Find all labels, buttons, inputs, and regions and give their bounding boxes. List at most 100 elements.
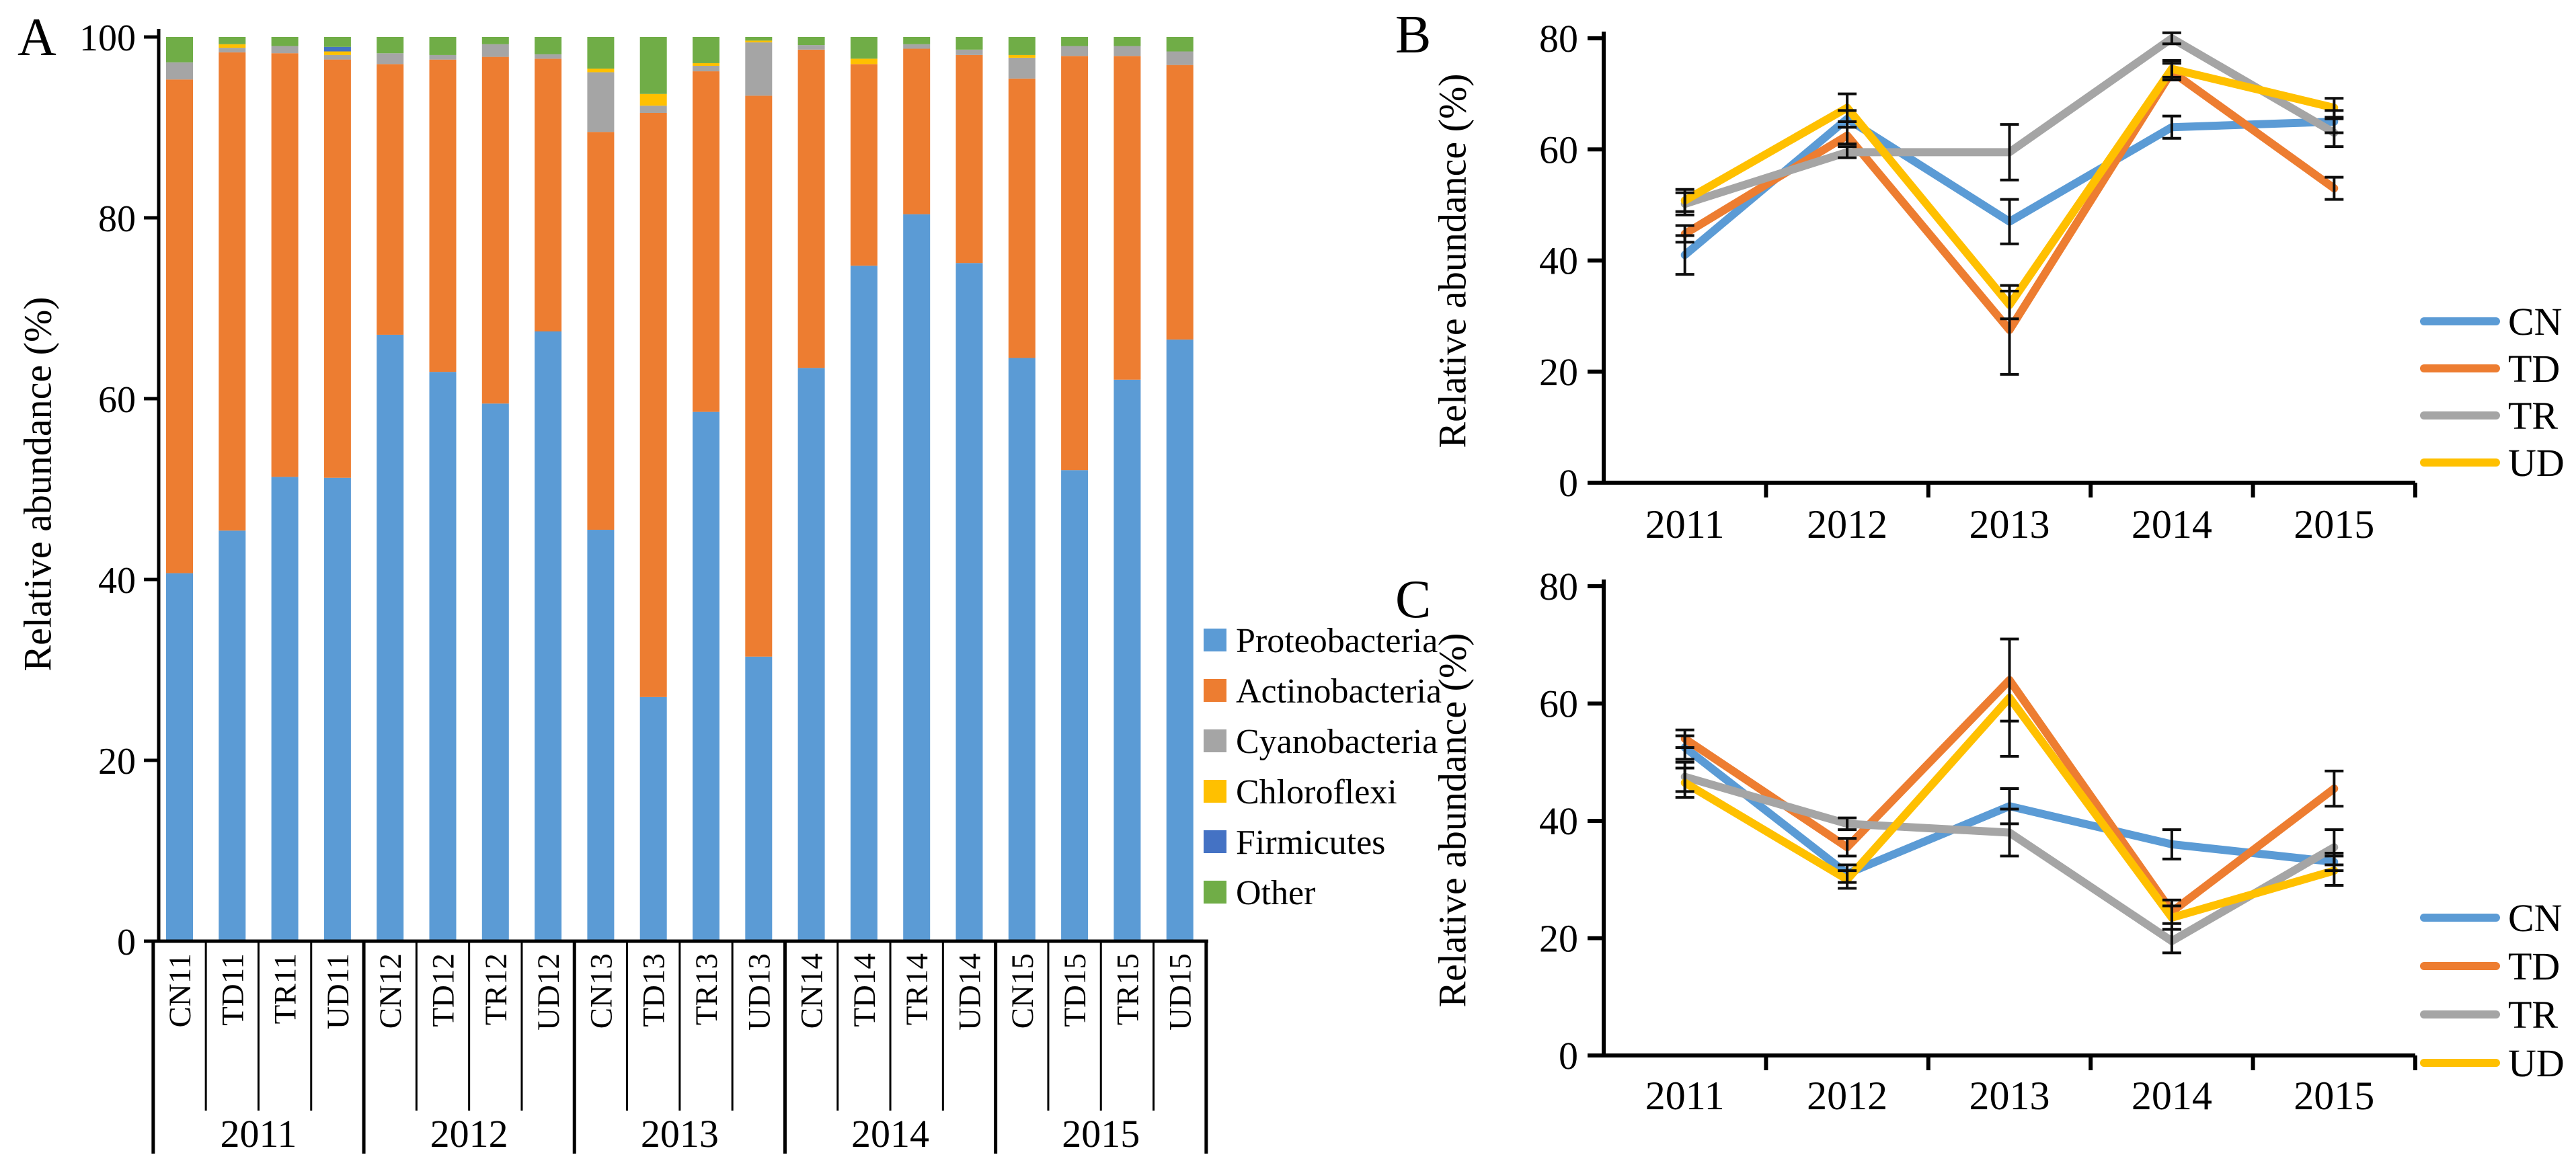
legend-label-Actinobacteria: Actinobacteria [1236, 672, 1442, 711]
year-group-label: 2012 [430, 1112, 508, 1156]
y-tick-label: 20 [98, 741, 136, 783]
bar-segment-TD11-Actinobacteria [219, 52, 246, 531]
bar-segment-CN15-Actinobacteria [1008, 78, 1036, 358]
category-label: CN13 [584, 953, 619, 1029]
category-label: CN12 [373, 953, 408, 1029]
y-tick-label: 80 [1539, 17, 1578, 61]
category-label: CN11 [163, 953, 198, 1028]
bar-segment-TD11-Proteobacteria [219, 530, 246, 941]
legend-label-UD: UD [2508, 1041, 2565, 1085]
legend-label-Chloroflexi: Chloroflexi [1236, 773, 1397, 811]
bar-segment-TR11-Actinobacteria [271, 53, 299, 477]
category-label: TR15 [1110, 953, 1145, 1025]
x-tick-label: 2014 [2132, 502, 2212, 547]
legend-label-Cyanobacteria: Cyanobacteria [1236, 723, 1438, 761]
legend-swatch-Chloroflexi [1204, 780, 1226, 803]
series-line-UD [1680, 65, 2339, 309]
bar-segment-TD13-Cyanobacteria [639, 106, 667, 113]
panel-b-y-axis-title: Relative abundance (%) [1430, 73, 1475, 448]
bar-segment-CN12-Cyanobacteria [377, 53, 404, 65]
year-group-label: 2015 [1062, 1112, 1140, 1156]
bar-segment-UD13-Cyanobacteria [745, 42, 773, 96]
legend-label-Firmicutes: Firmicutes [1236, 824, 1385, 862]
bar-segment-TR13-Proteobacteria [693, 411, 719, 941]
bar-segment-TD15-Other [1061, 37, 1089, 46]
category-label: TR12 [479, 953, 514, 1025]
y-tick-label: 60 [1539, 128, 1578, 171]
bar-segment-TR14-Proteobacteria [903, 214, 931, 941]
y-tick-label: 80 [98, 198, 136, 240]
y-tick-label: 60 [98, 379, 136, 421]
legend-swatch-Actinobacteria [1204, 679, 1226, 702]
bar-segment-UD11-Firmicutes [323, 46, 351, 52]
bar-segment-UD12-Other [535, 37, 562, 54]
panel-letter-c: C [1395, 570, 1432, 629]
x-tick-label: 2012 [1807, 1074, 1887, 1118]
legend-swatch-Firmicutes [1204, 830, 1226, 853]
bar-segment-TR12-Other [481, 37, 509, 44]
category-label: TD14 [847, 953, 882, 1027]
bar-segment-TD13-Actinobacteria [639, 112, 667, 697]
bar-segment-UD15-Other [1166, 37, 1194, 52]
bar-segment-TR12-Cyanobacteria [481, 44, 509, 57]
bar-segment-UD14-Other [955, 37, 983, 50]
bar-segment-TR13-Other [693, 37, 719, 63]
category-label: TR13 [689, 953, 724, 1025]
bar-segment-UD11-Other [323, 37, 351, 47]
bar-segment-TD12-Actinobacteria [429, 59, 457, 372]
legend-label-Other: Other [1236, 874, 1315, 912]
category-label: TD12 [426, 953, 461, 1027]
bar-segment-TD14-Proteobacteria [850, 266, 877, 941]
bar-segment-CN13-Chloroflexi [587, 69, 615, 73]
bar-segment-UD11-Actinobacteria [323, 59, 351, 478]
bar-segment-TD12-Other [429, 37, 457, 55]
bar-segment-TD11-Other [219, 37, 246, 44]
category-label: TD13 [637, 953, 672, 1027]
legend-label-Proteobacteria: Proteobacteria [1236, 622, 1438, 660]
bar-segment-CN13-Cyanobacteria [587, 72, 615, 132]
x-tick-label: 2015 [2294, 1074, 2374, 1118]
bar-segment-CN13-Other [587, 37, 615, 69]
bar-segment-UD12-Proteobacteria [535, 331, 562, 942]
bar-segment-TD15-Proteobacteria [1061, 470, 1089, 941]
bar-segment-UD11-Chloroflexi [323, 51, 351, 55]
bar-segment-TD13-Chloroflexi [639, 93, 667, 106]
category-label: TD15 [1058, 953, 1093, 1027]
legend-label-TD: TD [2508, 945, 2560, 988]
y-tick-label: 100 [79, 17, 136, 59]
bar-segment-CN15-Other [1008, 37, 1036, 55]
bar-segment-UD15-Proteobacteria [1166, 339, 1194, 941]
bar-segment-TD13-Proteobacteria [639, 696, 667, 941]
bar-segment-CN14-Cyanobacteria [797, 45, 825, 50]
category-label: CN14 [795, 953, 830, 1029]
legend-label-UD: UD [2508, 441, 2565, 485]
y-tick-label: 40 [1539, 799, 1578, 843]
bar-segment-TD13-Other [639, 37, 667, 94]
bar-segment-TD11-Cyanobacteria [219, 48, 246, 52]
y-tick-label: 40 [98, 560, 136, 602]
bar-segment-TR13-Chloroflexi [693, 63, 719, 66]
bar-segment-CN15-Chloroflexi [1008, 54, 1036, 58]
bar-segment-UD11-Cyanobacteria [323, 54, 351, 60]
category-label: UD11 [321, 953, 356, 1029]
bar-segment-UD11-Proteobacteria [323, 477, 351, 941]
bar-segment-UD14-Cyanobacteria [955, 49, 983, 55]
bar-segment-TR15-Cyanobacteria [1114, 46, 1141, 56]
legend-swatch-Cyanobacteria [1204, 729, 1226, 752]
legend-label-TR: TR [2508, 993, 2558, 1037]
category-label: CN15 [1005, 953, 1040, 1029]
legend-swatch-Other [1204, 881, 1226, 904]
bar-segment-CN12-Proteobacteria [377, 334, 404, 941]
category-label: UD13 [742, 953, 777, 1031]
bar-segment-CN13-Proteobacteria [587, 530, 615, 941]
bar-segment-TR13-Actinobacteria [693, 71, 719, 412]
x-tick-label: 2011 [1645, 502, 1725, 547]
bar-segment-UD13-Proteobacteria [745, 656, 773, 941]
category-label: UD14 [953, 953, 988, 1031]
bar-segment-TR12-Actinobacteria [481, 56, 509, 404]
year-group-label: 2013 [641, 1112, 719, 1156]
bar-segment-TD12-Cyanobacteria [429, 54, 457, 60]
y-tick-label: 0 [1559, 1034, 1578, 1078]
bar-segment-TR13-Cyanobacteria [693, 65, 719, 72]
